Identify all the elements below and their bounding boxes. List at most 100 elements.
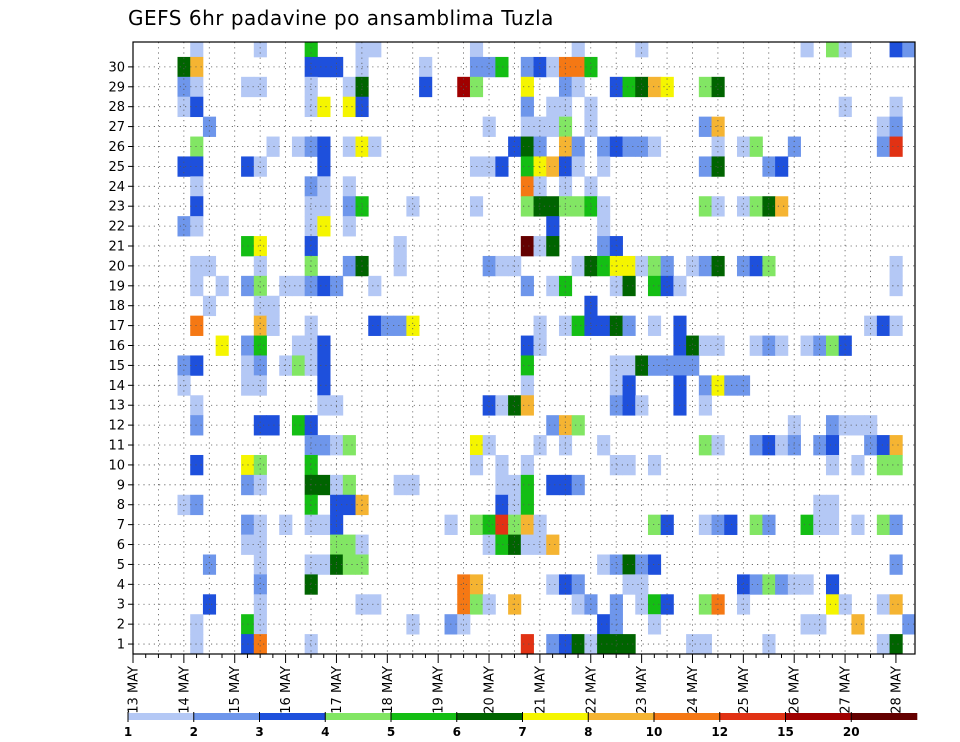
heatmap-cell [800, 574, 814, 595]
heatmap-cell [711, 335, 725, 356]
heatmap-cell [546, 216, 560, 237]
heatmap-cell [775, 156, 789, 177]
heatmap-cell [380, 315, 395, 336]
heatmap-cell [889, 435, 903, 456]
heatmap-cell [546, 275, 560, 297]
heatmap-cell [775, 435, 789, 456]
heatmap-cell [495, 255, 509, 277]
heatmap-cell [190, 136, 204, 157]
heatmap-cell [190, 315, 204, 336]
heatmap-cell [190, 156, 204, 177]
legend-swatch [193, 713, 260, 720]
heatmap-cell [635, 574, 649, 595]
heatmap-cell [622, 634, 636, 655]
heatmap-cell [520, 275, 534, 297]
heatmap-cell [304, 634, 318, 655]
heatmap-cell [317, 355, 331, 376]
legend-swatch [456, 713, 523, 720]
heatmap-cell [520, 534, 534, 555]
heatmap-cell [622, 454, 636, 476]
legend-swatch [851, 713, 918, 720]
heatmap-cell [190, 275, 204, 297]
heatmap-cell [317, 435, 331, 456]
heatmap-cell [622, 275, 636, 297]
heatmap-cell [190, 176, 204, 197]
heatmap-cell [253, 295, 267, 317]
heatmap-cell [622, 395, 636, 416]
heatmap-cell [253, 275, 267, 297]
heatmap-cell [864, 415, 878, 436]
heatmap-cell [571, 136, 585, 157]
heatmap-cell [190, 395, 204, 416]
heatmap-cell [533, 176, 547, 197]
legend-swatch [259, 713, 326, 720]
color-legend: 1 2 3 4 5 6 7 8 10 12 15 20 [124, 712, 918, 739]
heatmap-cell [838, 415, 852, 436]
heatmap-cell [342, 474, 356, 496]
heatmap-cell [647, 136, 662, 157]
heatmap-cell [622, 255, 636, 277]
chart-title: GEFS 6hr padavine po ansamblima Tuzla [128, 6, 554, 30]
heatmap-cell [190, 56, 204, 78]
heatmap-cell [304, 76, 318, 98]
heatmap-cell [622, 355, 636, 376]
heatmap-cell [520, 156, 534, 177]
heatmap-cell [508, 534, 522, 555]
heatmap-cell [800, 42, 814, 58]
heatmap-cell [597, 136, 611, 157]
heatmap-cell [889, 594, 903, 615]
heatmap-cell [647, 355, 662, 376]
heatmap-cell [342, 494, 356, 516]
heatmap-cell [520, 56, 534, 78]
heatmap-cell [317, 335, 331, 356]
x-tick-label: 18 MAY [381, 666, 396, 714]
heatmap-cell [495, 454, 509, 476]
heatmap-cell [851, 454, 865, 476]
heatmap-cell [876, 454, 890, 476]
heatmap-cell [749, 514, 763, 535]
heatmap-cell [851, 514, 865, 535]
legend-label: 8 [584, 725, 592, 739]
y-tick-label: 13 [108, 399, 125, 414]
legend-label: 7 [518, 725, 526, 739]
heatmap-cell [190, 42, 204, 58]
heatmap-cell [482, 534, 496, 555]
heatmap-cell [482, 56, 496, 78]
heatmap-cell [177, 56, 191, 78]
heatmap-cell [342, 554, 356, 575]
heatmap-cell [457, 574, 471, 595]
heatmap-cell [660, 514, 674, 535]
y-tick-label: 4 [117, 578, 125, 593]
heatmap-cell [317, 156, 331, 177]
heatmap-cell [317, 96, 331, 118]
heatmap-cell [317, 474, 331, 496]
x-tick-label: 14 MAY [177, 666, 192, 714]
heatmap-cell [546, 196, 560, 217]
heatmap-cell [660, 355, 674, 376]
y-tick-label: 27 [108, 120, 125, 135]
heatmap-cell [571, 574, 585, 595]
heatmap-cell [368, 315, 382, 336]
heatmap-cell [660, 76, 674, 98]
heatmap-cell [647, 315, 662, 336]
heatmap-cell [533, 56, 547, 78]
x-tick-label: 20 MAY [483, 666, 498, 714]
heatmap-cell [724, 375, 738, 396]
x-tick-label: 19 MAY [432, 666, 447, 714]
heatmap-cell [533, 116, 547, 137]
heatmap-cell [190, 355, 204, 376]
heatmap-cell [622, 574, 636, 595]
heatmap-cell [253, 554, 267, 575]
heatmap-cell [724, 514, 738, 535]
heatmap-cell [304, 435, 318, 456]
heatmap-cell [253, 415, 267, 436]
y-tick-label: 2 [117, 618, 125, 633]
plot-frame [132, 41, 916, 655]
heatmap-cell [317, 216, 331, 237]
heatmap-cell [647, 554, 662, 575]
heatmap-cell [876, 594, 890, 615]
legend-label: 10 [646, 725, 663, 739]
heatmap-cell [851, 614, 865, 635]
heatmap-cell [546, 534, 560, 555]
heatmap-cell [889, 514, 903, 535]
